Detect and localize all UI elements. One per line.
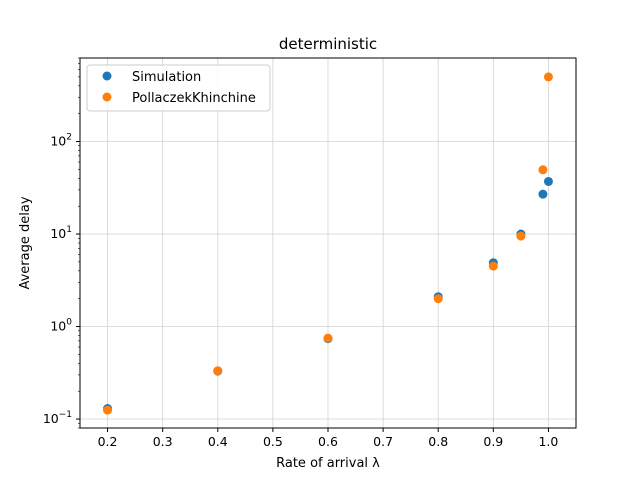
- y-tick-label-base: 10: [50, 134, 66, 149]
- data-point-simulation: [538, 189, 548, 199]
- x-axis-label: Rate of arrival λ: [276, 456, 380, 471]
- legend: Simulation PollaczekKhinchine: [86, 64, 271, 112]
- legend-label: PollaczekKhinchine: [132, 91, 256, 106]
- data-point-pollaczekkhinchine: [543, 72, 553, 82]
- x-tick-label: 0.6: [318, 434, 338, 449]
- x-tick-label: 0.8: [428, 434, 448, 449]
- data-point-pollaczekkhinchine: [103, 405, 113, 415]
- data-point-simulation: [543, 176, 553, 186]
- y-tick-label-exponent: −1: [59, 410, 72, 420]
- y-tick-label-exponent: 0: [66, 318, 72, 328]
- x-axis-ticks: 0.2 0.3 0.4 0.5 0.6 0.7 0.8 0.9 1.0: [98, 428, 558, 449]
- legend-box: [86, 64, 271, 112]
- y-axis-label: Average delay: [18, 196, 33, 289]
- x-tick-label: 0.3: [153, 434, 173, 449]
- data-point-pollaczekkhinchine: [516, 231, 526, 241]
- x-tick-label: 0.7: [373, 434, 393, 449]
- y-tick-label: 10−1: [43, 410, 72, 426]
- x-tick-label: 0.4: [208, 434, 228, 449]
- x-tick-label: 0.5: [263, 434, 283, 449]
- data-point-pollaczekkhinchine: [323, 333, 333, 343]
- y-tick-label: 101: [50, 225, 72, 241]
- y-tick-label-base: 10: [50, 226, 66, 241]
- data-point-pollaczekkhinchine: [213, 366, 223, 376]
- data-point-pollaczekkhinchine: [488, 261, 498, 271]
- legend-label: Simulation: [132, 70, 201, 85]
- y-tick-label-exponent: 2: [66, 133, 72, 143]
- grid: [80, 58, 576, 428]
- y-tick-label: 100: [50, 318, 72, 334]
- legend-marker-pollaczekkhinchine: [102, 92, 112, 102]
- y-tick-label-base: 10: [43, 411, 59, 426]
- legend-marker-simulation: [102, 71, 112, 81]
- data-point-pollaczekkhinchine: [433, 294, 443, 304]
- chart-title: deterministic: [279, 35, 377, 53]
- x-tick-label: 1.0: [538, 434, 558, 449]
- data-points: [103, 72, 553, 415]
- y-tick-label-base: 10: [50, 319, 66, 334]
- data-point-pollaczekkhinchine: [538, 165, 548, 175]
- y-tick-label: 102: [50, 133, 72, 149]
- y-tick-label-exponent: 1: [66, 225, 72, 235]
- x-tick-label: 0.9: [483, 434, 503, 449]
- x-tick-label: 0.2: [98, 434, 118, 449]
